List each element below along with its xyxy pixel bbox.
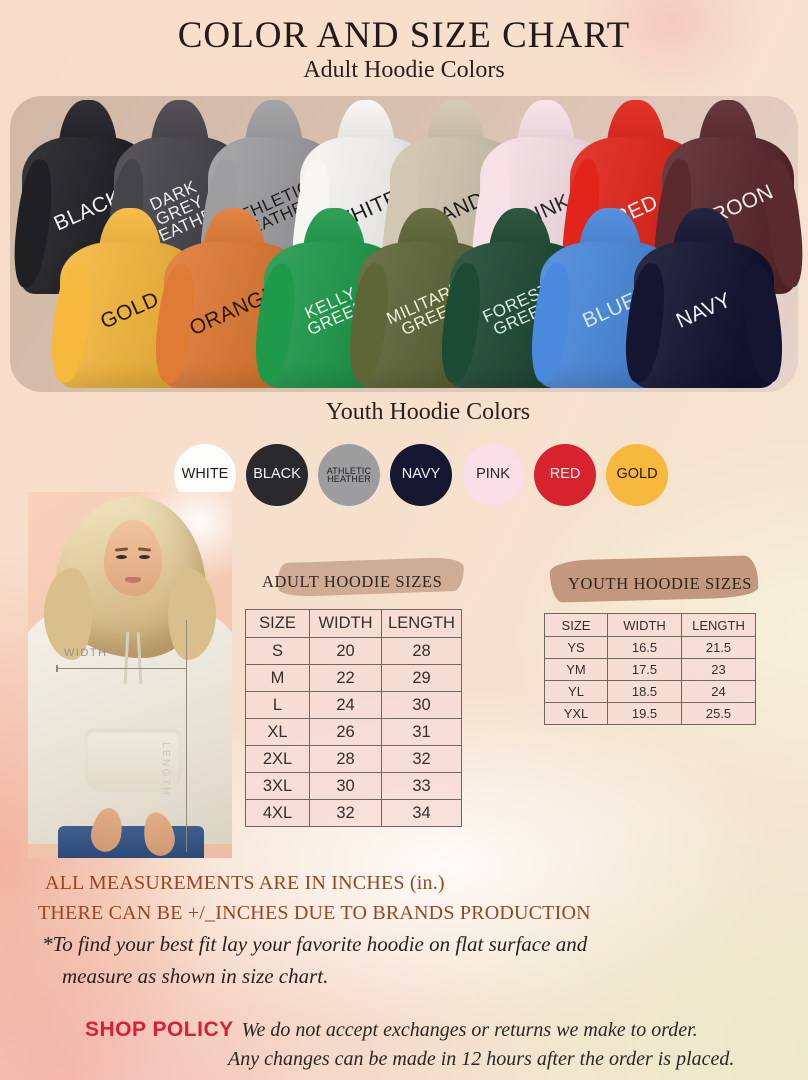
adult-sizes-table: SIZE WIDTH LENGTH S 20 28 M 22 29 L 24 30 XL 26… xyxy=(245,609,462,827)
column-header: SIZE xyxy=(245,609,310,638)
table-row: L 24 30 xyxy=(245,691,462,719)
adult-hoodie-color-panel: BLACK DARK GREY HEATHER ATHLETIC HEATHER… xyxy=(10,96,798,392)
table-row: 2XL 28 32 xyxy=(245,745,462,773)
youth-color-label: PINK xyxy=(476,466,510,483)
model-photo: WIDTH LENGTH xyxy=(28,492,232,858)
size-cell: S xyxy=(245,637,310,665)
model-face xyxy=(104,520,162,596)
youth-color-pink: PINK xyxy=(462,444,524,506)
length-cell: 21.5 xyxy=(681,636,756,659)
table-row: YS 16.5 21.5 xyxy=(544,636,756,659)
width-cell: 32 xyxy=(309,799,382,827)
length-annotation-line xyxy=(186,620,187,852)
shop-policy-line2: Any changes can be made in 12 hours afte… xyxy=(228,1048,735,1070)
youth-color-label: RED xyxy=(549,466,581,483)
table-row: 4XL 32 34 xyxy=(245,799,462,827)
width-cell: 22 xyxy=(309,664,382,692)
width-cell: 17.5 xyxy=(607,658,682,681)
length-cell: 23 xyxy=(681,658,756,681)
youth-sizes-table: SIZE WIDTH LENGTH YS 16.5 21.5 YM 17.5 23 YL… xyxy=(544,613,756,725)
width-cell: 18.5 xyxy=(607,680,682,703)
page-title: COLOR AND SIZE CHART xyxy=(177,15,631,56)
length-cell: 30 xyxy=(381,691,462,719)
youth-sizes-heading: YOUTH HOODIE SIZES xyxy=(568,574,753,593)
youth-color-red: RED xyxy=(534,444,596,506)
length-cell: 34 xyxy=(381,799,462,827)
table-row: XL 26 31 xyxy=(245,718,462,746)
size-cell: L xyxy=(245,691,310,719)
column-header: SIZE xyxy=(544,613,608,637)
youth-colors-subtitle: Youth Hoodie Colors xyxy=(325,399,531,425)
hoodie-swatch-navy: NAVY xyxy=(634,208,774,388)
youth-color-navy: NAVY xyxy=(390,444,452,506)
size-cell: YXL xyxy=(544,702,608,725)
hoodie-pocket xyxy=(86,730,180,792)
measurement-note-line2: THERE CAN BE +/_INCHES DUE TO BRANDS PRO… xyxy=(38,902,591,924)
length-annotation-label: LENGTH xyxy=(160,742,172,797)
width-cell: 20 xyxy=(309,637,382,665)
youth-color-gold: GOLD xyxy=(606,444,668,506)
hoodie-body xyxy=(634,242,774,388)
size-cell: M xyxy=(245,664,310,692)
width-cell: 30 xyxy=(309,772,382,800)
column-header: WIDTH xyxy=(309,609,382,638)
table-row: 3XL 30 33 xyxy=(245,772,462,800)
size-cell: YL xyxy=(544,680,608,703)
size-cell: YS xyxy=(544,636,608,659)
width-cell: 16.5 xyxy=(607,636,682,659)
size-cell: XL xyxy=(245,718,310,746)
length-cell: 28 xyxy=(381,637,462,665)
width-cell: 28 xyxy=(309,745,382,773)
length-cell: 29 xyxy=(381,664,462,692)
length-cell: 31 xyxy=(381,718,462,746)
fit-tip-line2: measure as shown in size chart. xyxy=(62,964,329,988)
column-header: WIDTH xyxy=(607,613,682,637)
length-cell: 33 xyxy=(381,772,462,800)
table-row: YL 18.5 24 xyxy=(544,680,756,703)
table-row: YM 17.5 23 xyxy=(544,658,756,681)
width-annotation-label: WIDTH xyxy=(64,647,108,659)
model-jeans xyxy=(58,826,204,858)
youth-color-label: BLACK xyxy=(253,466,301,483)
table-row: YXL 19.5 25.5 xyxy=(544,702,756,725)
shop-policy-label: SHOP POLICY xyxy=(85,1018,234,1041)
width-cell: 19.5 xyxy=(607,702,682,725)
table-row: S 20 28 xyxy=(245,637,462,665)
size-cell: 4XL xyxy=(245,799,310,827)
youth-color-label: NAVY xyxy=(401,466,441,483)
table-row: M 22 29 xyxy=(245,664,462,692)
column-header: LENGTH xyxy=(381,609,462,638)
adult-colors-subtitle: Adult Hoodie Colors xyxy=(303,57,505,83)
youth-color-label: ATHLETIC HEATHER xyxy=(326,465,372,484)
length-cell: 32 xyxy=(381,745,462,773)
youth-color-black: BLACK xyxy=(246,444,308,506)
size-cell: 2XL xyxy=(245,745,310,773)
youth-color-row: WHITE BLACK ATHLETIC HEATHER NAVY PINK R… xyxy=(0,444,808,506)
width-cell: 24 xyxy=(309,691,382,719)
youth-color-label: GOLD xyxy=(616,466,658,483)
length-cell: 25.5 xyxy=(681,702,756,725)
size-cell: YM xyxy=(544,658,608,681)
size-cell: 3XL xyxy=(245,772,310,800)
length-cell: 24 xyxy=(681,680,756,703)
fit-tip-line1: *To find your best fit lay your favorite… xyxy=(42,932,588,956)
width-cell: 26 xyxy=(309,718,382,746)
column-header: LENGTH xyxy=(681,613,756,637)
youth-color-athletic-heather: ATHLETIC HEATHER xyxy=(318,444,380,506)
shop-policy-line1: SHOP POLICY We do not accept exchanges or… xyxy=(85,1018,698,1042)
measurement-note-line1: ALL MEASUREMENTS ARE IN INCHES (in.) xyxy=(45,872,445,894)
adult-sizes-heading: ADULT HOODIE SIZES xyxy=(262,572,443,591)
youth-color-label: WHITE xyxy=(181,466,229,483)
shop-policy-text: We do not accept exchanges or returns we… xyxy=(241,1019,698,1041)
width-annotation-line xyxy=(56,665,187,672)
